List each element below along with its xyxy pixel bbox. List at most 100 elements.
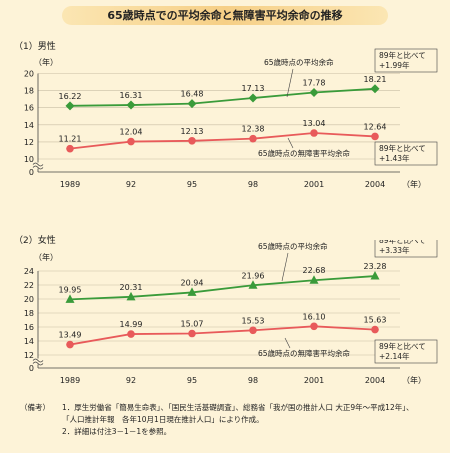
data-point bbox=[371, 132, 379, 141]
data-point bbox=[370, 271, 380, 280]
data-point bbox=[248, 93, 258, 103]
x-tick-label: 1989 bbox=[60, 180, 80, 189]
data-point bbox=[187, 99, 197, 109]
y-tick-label: 0 bbox=[29, 364, 34, 373]
series-name-label: 65歳時点の平均余命 bbox=[264, 57, 334, 67]
data-label: 12.04 bbox=[120, 128, 143, 137]
x-tick-label: 2004 bbox=[365, 180, 385, 189]
data-point bbox=[126, 100, 136, 110]
y-tick-label: 10 bbox=[24, 155, 34, 164]
data-point bbox=[188, 136, 196, 145]
data-point bbox=[310, 129, 318, 137]
annotation-text: +2.14年 bbox=[379, 351, 410, 361]
data-label: 15.63 bbox=[364, 316, 387, 325]
data-point bbox=[127, 330, 135, 338]
x-tick-label: 92 bbox=[126, 376, 136, 385]
x-tick-label: 95 bbox=[187, 180, 197, 189]
axis-break-symbol bbox=[32, 162, 44, 170]
annotation-text: +3.33年 bbox=[379, 245, 410, 255]
series-leader-line bbox=[284, 337, 291, 349]
x-tick-label: 2001 bbox=[304, 180, 324, 189]
data-point bbox=[126, 291, 136, 301]
data-label: 16.10 bbox=[303, 312, 326, 321]
data-point bbox=[370, 84, 380, 94]
data-point bbox=[188, 329, 196, 338]
annotation-text: 89年と比べて bbox=[379, 50, 426, 60]
series-name-label: 65歳時点の無障害平均余命 bbox=[258, 348, 351, 358]
data-point bbox=[249, 326, 257, 335]
x-tick-label: 98 bbox=[248, 180, 258, 189]
x-tick-label: 92 bbox=[126, 180, 136, 189]
series-name-label: 65歳時点の無障害平均余命 bbox=[258, 148, 351, 158]
female-life-expectancy-chart: （年） 0 12 14 16 18 20 22 24 1989 92 95 98 2001 2004 （年） 1… bbox=[24, 240, 438, 385]
x-axis-unit-label: （年） bbox=[402, 375, 426, 385]
series-line-disability-free bbox=[69, 325, 376, 346]
data-label: 12.38 bbox=[242, 125, 265, 134]
data-label: 17.13 bbox=[242, 84, 265, 93]
data-point bbox=[309, 87, 319, 97]
data-point bbox=[65, 101, 75, 111]
data-label: 14.99 bbox=[120, 320, 143, 329]
data-label: 17.78 bbox=[303, 78, 326, 87]
data-label: 21.96 bbox=[242, 271, 265, 280]
series-line-disability-free bbox=[69, 132, 376, 150]
annotation-box: 89年と比べて+2.14年 bbox=[374, 339, 438, 364]
male-life-expectancy-chart: （年） 0 10 12 14 16 18 20 1989 92 95 98 2001 2004 （年） 16.… bbox=[24, 48, 438, 189]
data-label: 11.21 bbox=[59, 135, 82, 144]
note-line: 1．厚生労働省「簡易生命表」、「国民生活基礎調査」、総務省「我が国の推計人口 大… bbox=[62, 403, 414, 412]
data-label: 19.95 bbox=[59, 285, 82, 294]
annotation-text: 89年と比べて bbox=[379, 240, 426, 245]
data-label: 20.94 bbox=[181, 278, 204, 287]
annotation-box: 89年と比べて+1.43年 bbox=[374, 141, 438, 166]
y-tick-label: 16 bbox=[24, 323, 34, 332]
annotation-box: 89年と比べて+3.33年 bbox=[374, 240, 438, 258]
x-tick-label: 98 bbox=[248, 376, 258, 385]
y-tick-label: 12 bbox=[24, 138, 34, 147]
x-axis-unit-label: （年） bbox=[402, 179, 426, 189]
panel-label-female: （2）女性 bbox=[14, 236, 56, 246]
data-label: 23.28 bbox=[364, 262, 387, 271]
y-tick-label: 18 bbox=[24, 309, 34, 318]
data-point bbox=[249, 134, 257, 143]
notes-label: （備考） bbox=[20, 403, 50, 412]
y-tick-label: 14 bbox=[24, 337, 34, 346]
data-label: 22.68 bbox=[303, 266, 326, 275]
note-line: 2．詳細は付注3－1－1を参照。 bbox=[62, 427, 172, 436]
y-tick-label: 0 bbox=[29, 168, 34, 177]
note-line: 「人口推計年報 各年10月1日現在推計人口」により作成。 bbox=[62, 415, 264, 424]
data-point bbox=[310, 322, 318, 331]
annotation-box: 89年と比べて+1.99年 bbox=[374, 48, 438, 73]
y-tick-label: 22 bbox=[24, 281, 34, 290]
y-tick-label: 24 bbox=[24, 267, 34, 276]
y-tick-label: 16 bbox=[24, 104, 34, 113]
data-label: 15.53 bbox=[242, 316, 265, 325]
panel-label-male: （1）男性 bbox=[14, 42, 56, 52]
data-label: 18.21 bbox=[364, 75, 387, 84]
x-tick-label: 2001 bbox=[304, 376, 324, 385]
data-point bbox=[371, 325, 379, 334]
data-label: 12.13 bbox=[181, 127, 204, 136]
series-leader-line bbox=[287, 137, 294, 149]
chart-title: 65歳時点での平均余命と無障害平均余命の推移 bbox=[62, 6, 388, 25]
data-point bbox=[309, 275, 319, 284]
data-label: 15.07 bbox=[181, 320, 204, 329]
series-leader-line bbox=[286, 68, 294, 98]
x-tick-label: 1989 bbox=[60, 376, 80, 385]
data-point bbox=[65, 294, 75, 303]
series-line-life-expectancy bbox=[69, 275, 376, 301]
data-point bbox=[248, 280, 258, 289]
data-point bbox=[66, 340, 74, 349]
data-label: 13.49 bbox=[59, 331, 82, 340]
series-name-label: 65歳時点の平均余命 bbox=[258, 241, 328, 251]
annotation-text: +1.43年 bbox=[379, 153, 410, 163]
axis-break-symbol bbox=[32, 358, 44, 366]
series-leader-line bbox=[281, 252, 289, 282]
y-axis-unit-label: （年） bbox=[34, 252, 58, 262]
y-tick-label: 12 bbox=[24, 351, 34, 360]
data-point bbox=[66, 144, 74, 153]
data-label: 13.04 bbox=[303, 119, 326, 128]
annotation-text: +1.99年 bbox=[379, 60, 410, 70]
data-label: 16.22 bbox=[59, 92, 82, 101]
y-tick-label: 14 bbox=[24, 121, 34, 130]
annotation-text: 89年と比べて bbox=[379, 143, 426, 153]
